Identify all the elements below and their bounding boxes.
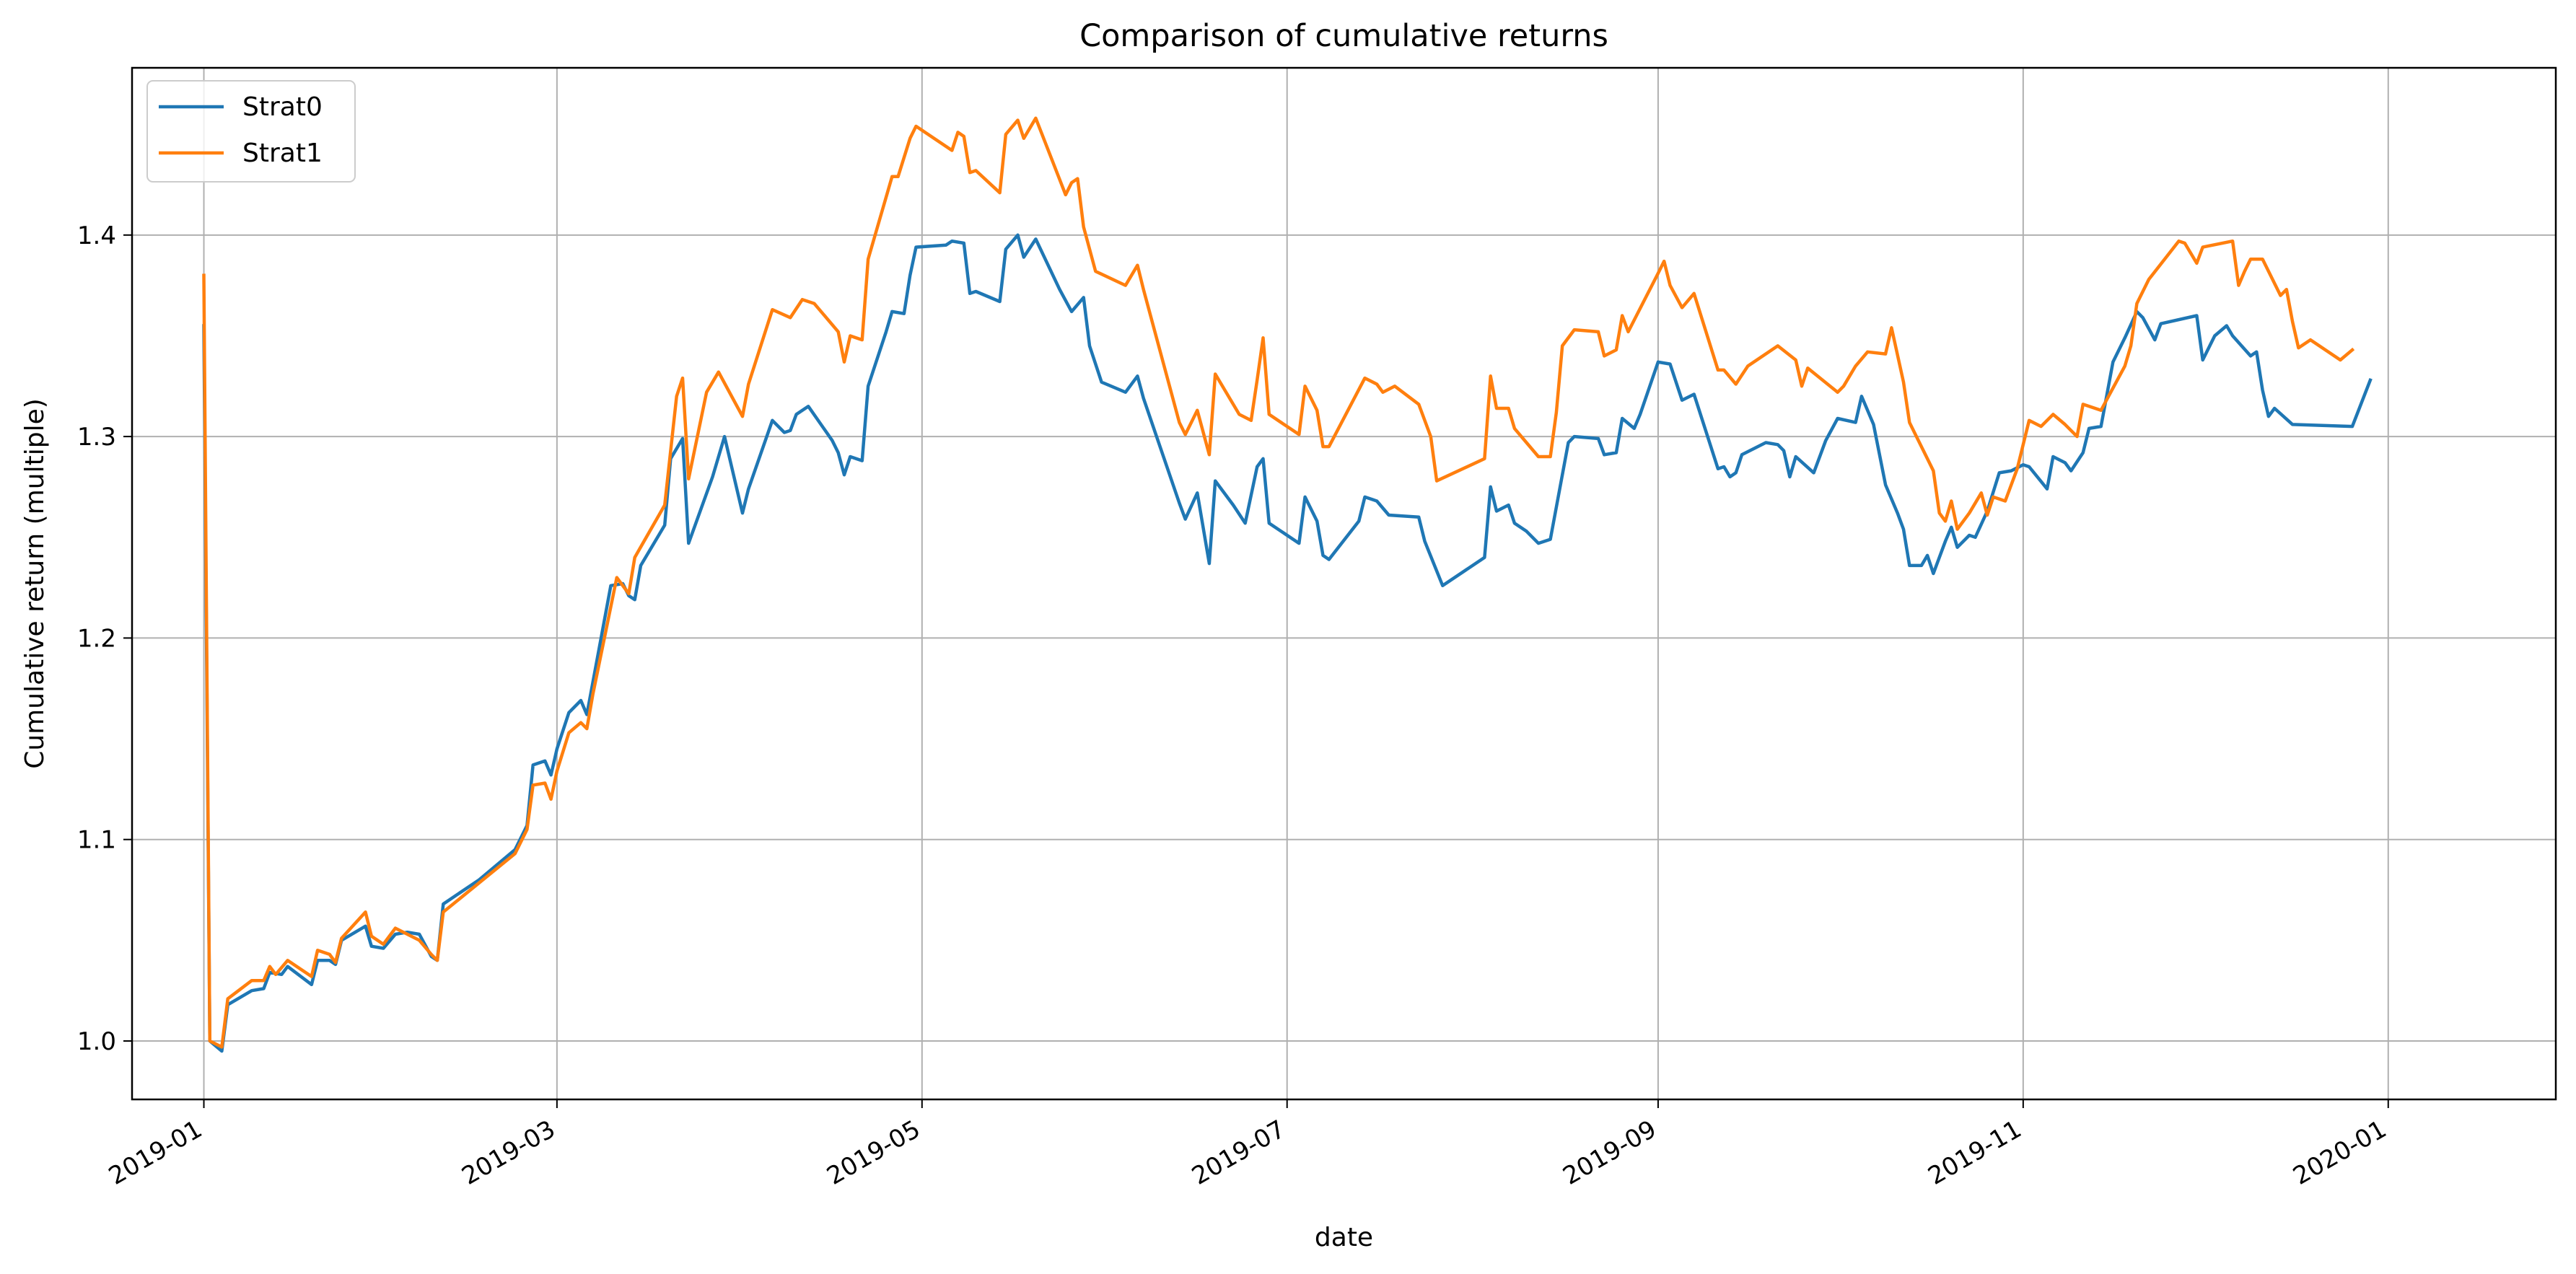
- y-tick-label: 1.3: [77, 423, 116, 452]
- y-axis-label: Cumulative return (multiple): [20, 398, 50, 769]
- plot-frame: [131, 66, 2557, 1101]
- y-tick-label: 1.4: [77, 221, 116, 250]
- y-axis-ticks: 1.0 1.1 1.2 1.3 1.4: [77, 221, 132, 1056]
- y-tick-label: 1.0: [77, 1027, 116, 1056]
- series-layer: [202, 116, 2373, 1053]
- legend: Strat0 Strat1: [146, 80, 356, 183]
- y-tick-label: 1.2: [77, 624, 116, 653]
- grid: [132, 68, 2556, 1099]
- legend-label-strat1: Strat1: [242, 139, 323, 168]
- x-axis-label: date: [1315, 1223, 1373, 1252]
- series-line-strat1: [202, 116, 2355, 1049]
- y-tick-label: 1.1: [77, 826, 116, 855]
- legend-label-strat0: Strat0: [242, 92, 323, 122]
- chart-title: Comparison of cumulative returns: [1079, 18, 1608, 54]
- series-line-strat0: [202, 233, 2373, 1053]
